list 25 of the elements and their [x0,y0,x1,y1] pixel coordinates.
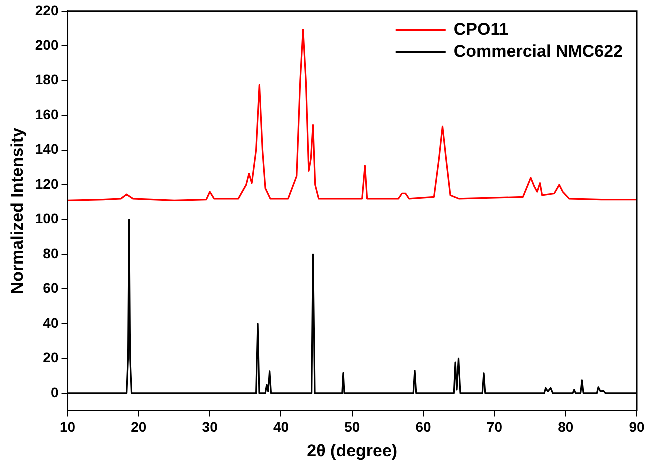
y-tick-label: 220 [35,2,59,18]
x-tick-label: 70 [486,419,503,436]
x-tick-label: 30 [202,419,218,436]
legend-label: CPO11 [454,20,509,40]
y-tick-label: 60 [43,280,59,296]
x-tick-label: 10 [60,419,76,436]
x-tick-label: 40 [273,419,290,436]
y-tick-label: 0 [50,384,59,400]
x-tick-label: 80 [558,419,574,436]
y-tick-label: 120 [35,176,59,192]
y-tick-label: 100 [35,210,59,227]
y-tick-label: 140 [35,141,59,158]
x-axis-title: 2θ (degree) [307,441,398,460]
x-tick-label: 60 [416,419,432,436]
y-axis-title: Normalized Intensity [8,127,27,294]
y-tick-label: 20 [43,350,59,366]
legend-label: Commercial NMC622 [454,42,624,62]
y-tick-label: 80 [43,245,59,262]
y-tick-label: 200 [35,36,59,53]
y-tick-label: 160 [35,106,59,122]
x-tick-label: 50 [344,419,360,436]
y-tick-label: 180 [35,72,59,88]
x-tick-label: 90 [629,419,645,436]
y-tick-label: 40 [43,314,59,331]
x-tick-label: 20 [131,419,147,436]
